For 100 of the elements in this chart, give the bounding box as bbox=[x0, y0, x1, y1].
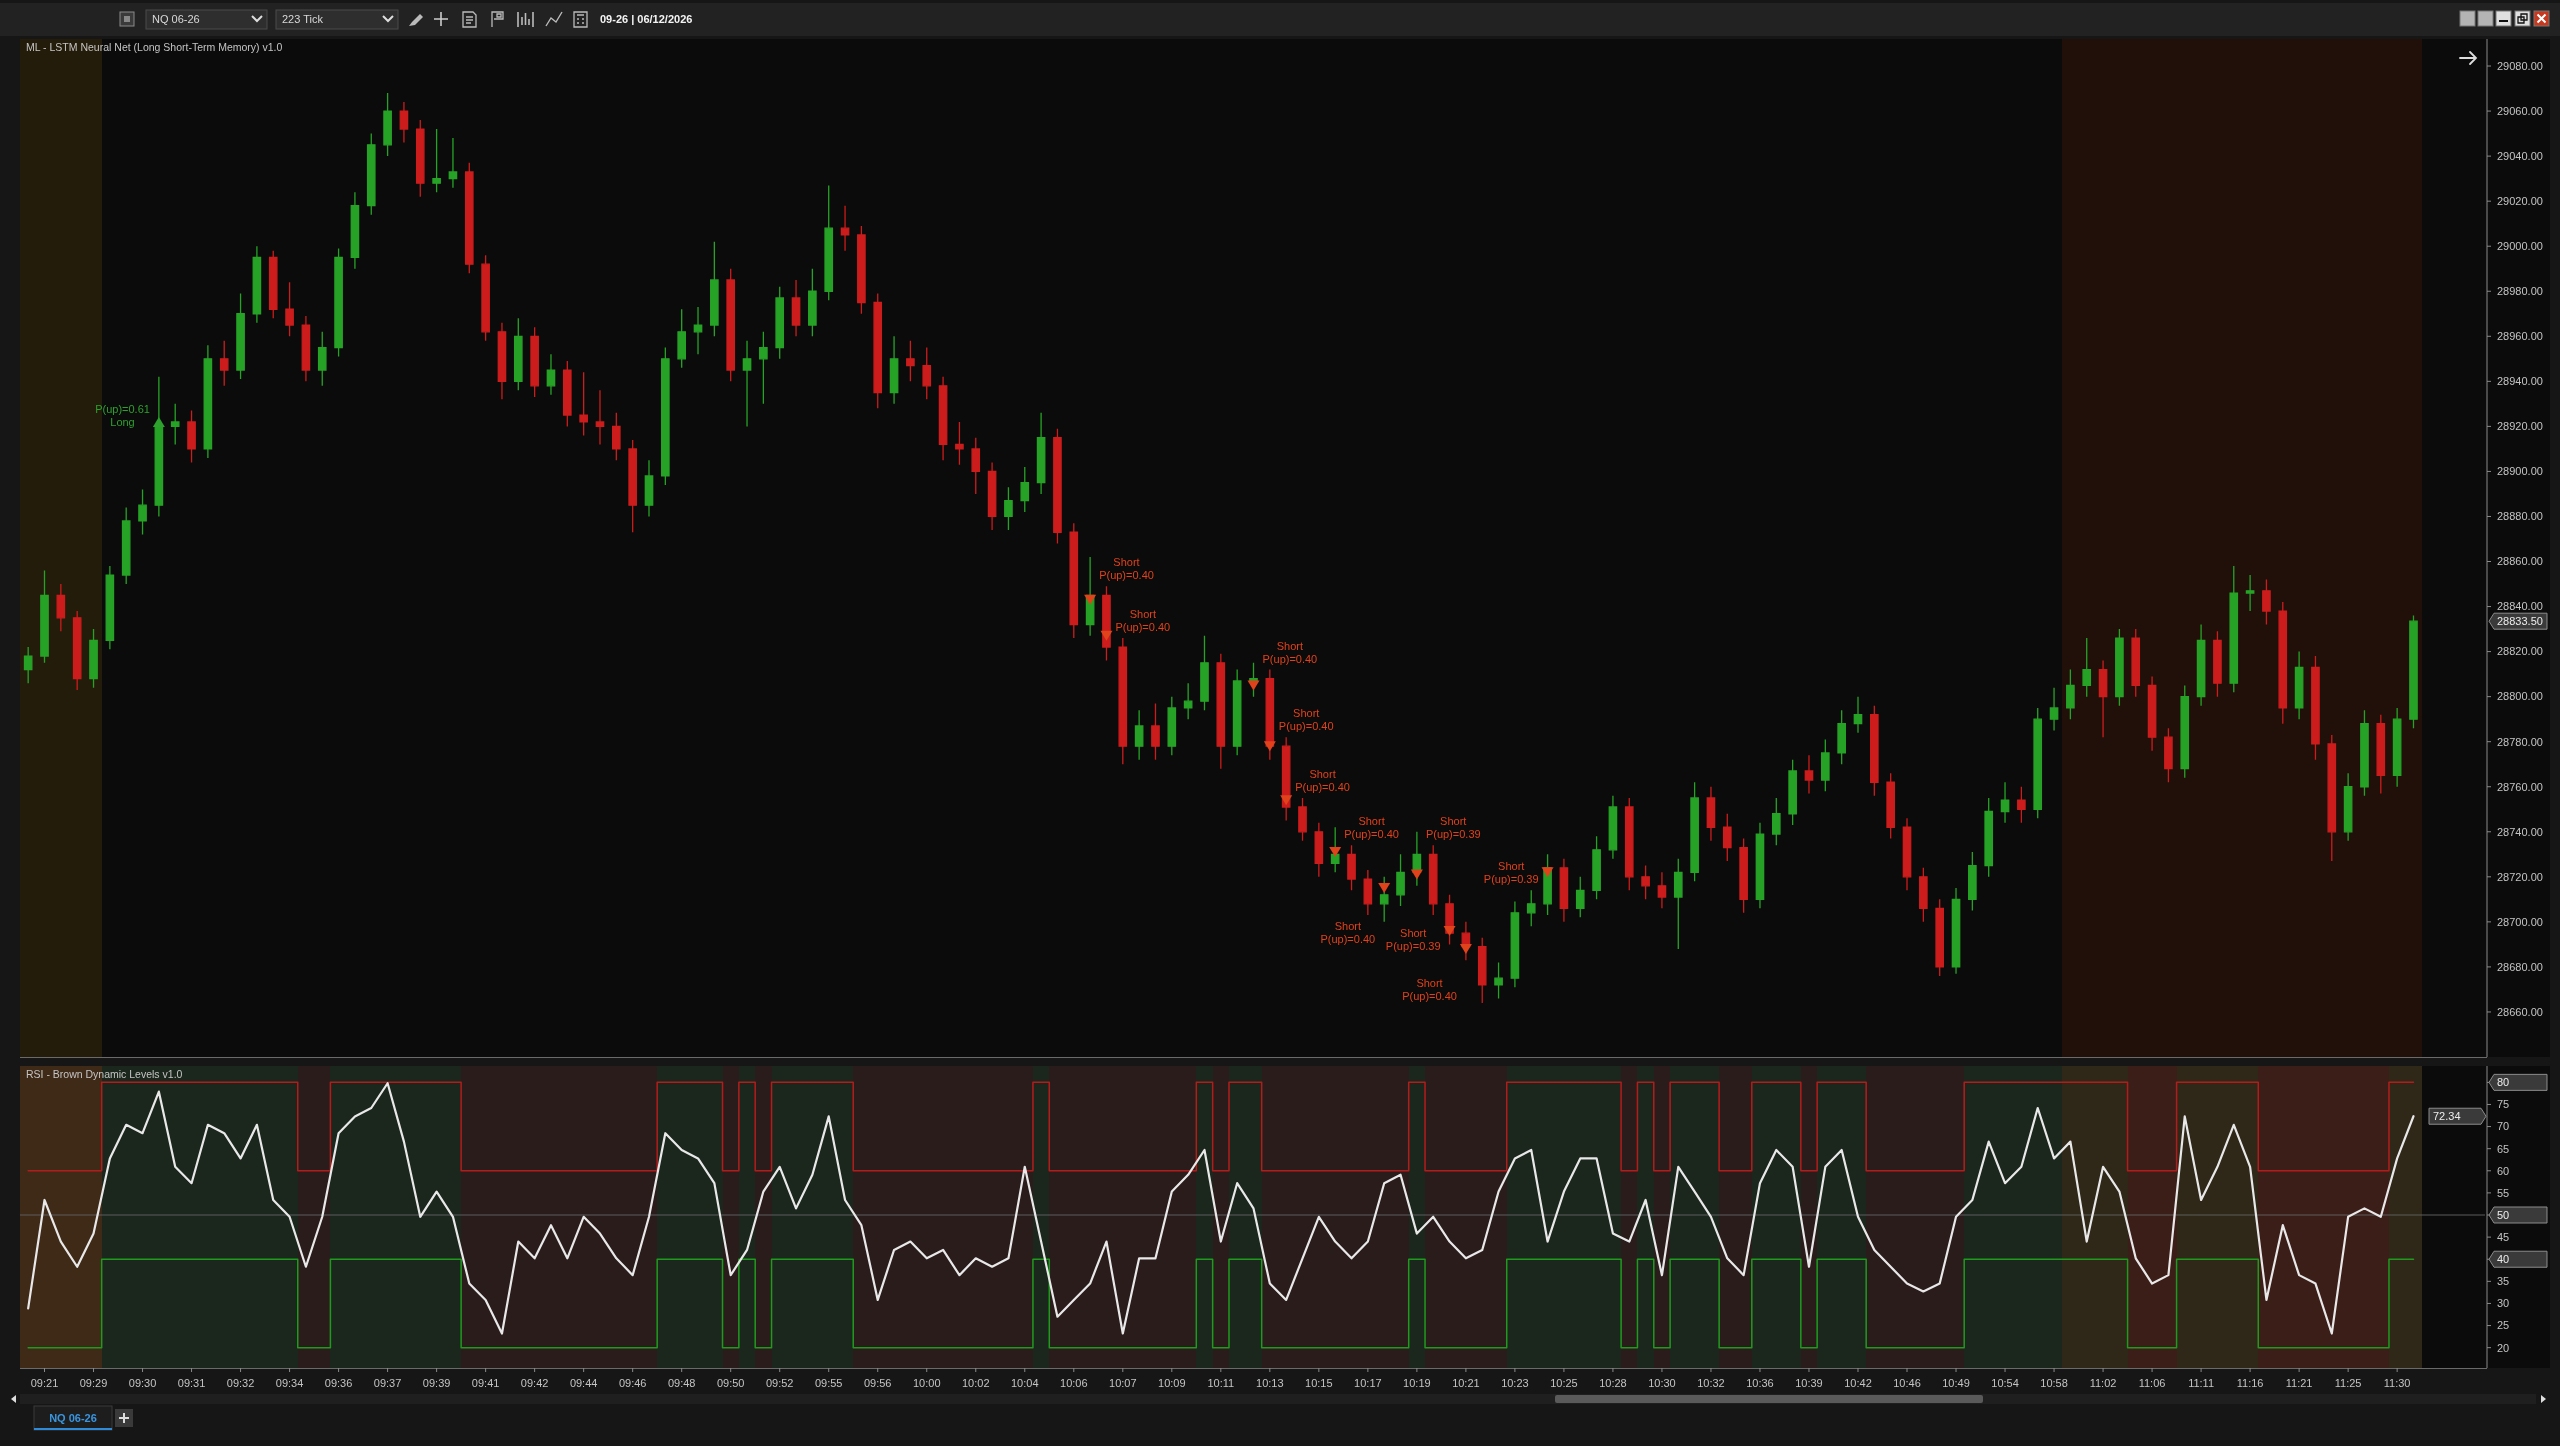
x-tick-label: 10:23 bbox=[1501, 1376, 1529, 1389]
candlestick bbox=[2229, 565, 2239, 693]
y-tick-label: 29060.00 bbox=[2497, 104, 2543, 117]
y-tick-label: 65 bbox=[2497, 1142, 2510, 1155]
x-tick-label: 09:42 bbox=[520, 1376, 549, 1389]
x-tick-label: 09:32 bbox=[226, 1376, 255, 1389]
y-tick-label: 28820.00 bbox=[2497, 645, 2543, 658]
y-tick-label: 29020.00 bbox=[2497, 195, 2543, 208]
candlestick bbox=[513, 317, 523, 391]
candlestick bbox=[759, 331, 768, 405]
candlestick bbox=[236, 292, 245, 380]
annotation: Short P(up)=0.40 bbox=[1295, 768, 1350, 793]
candlestick bbox=[775, 286, 785, 360]
candlestick bbox=[808, 268, 817, 337]
point bbox=[1459, 943, 1472, 954]
y-tick-label: 55 bbox=[2497, 1186, 2510, 1199]
candlestick bbox=[2066, 668, 2075, 720]
candlestick bbox=[1363, 869, 1373, 916]
candlestick bbox=[530, 326, 539, 398]
candlestick bbox=[301, 315, 311, 382]
candlestick bbox=[23, 646, 33, 684]
candlestick bbox=[285, 281, 294, 337]
candlestick bbox=[268, 250, 278, 319]
candlestick bbox=[938, 376, 948, 461]
candlestick bbox=[2164, 727, 2173, 783]
annotation: P(up)=0.61 Long bbox=[95, 403, 150, 429]
y-tick-label: 25 bbox=[2497, 1319, 2510, 1332]
candlestick bbox=[366, 132, 376, 216]
candlestick bbox=[1151, 702, 1160, 761]
x-tick-label: 09:46 bbox=[618, 1376, 647, 1389]
y-tick-label: 28760.00 bbox=[2497, 780, 2543, 793]
candlestick bbox=[121, 506, 131, 585]
x-tick-label: 10:32 bbox=[1697, 1376, 1725, 1389]
candlestick bbox=[1494, 961, 1503, 1000]
x-tick-label: 10:17 bbox=[1354, 1376, 1382, 1389]
candlestick bbox=[1200, 635, 1209, 711]
candlestick bbox=[1755, 822, 1765, 909]
candlestick bbox=[1968, 851, 1977, 912]
text: NQ 06-26 bbox=[152, 13, 200, 26]
y-tick-label: 60 bbox=[2497, 1164, 2510, 1177]
y-tick-label: 70 bbox=[2497, 1120, 2510, 1133]
y-tick-label: 28860.00 bbox=[2497, 555, 2543, 568]
x-tick-label: 09:21 bbox=[30, 1376, 59, 1389]
candlestick bbox=[693, 306, 703, 355]
candlestick bbox=[1298, 797, 1307, 842]
candlestick bbox=[432, 128, 441, 193]
x-tick-label: 09:50 bbox=[716, 1376, 745, 1389]
candlestick bbox=[1853, 696, 1863, 734]
x-tick-label: 10:58 bbox=[2040, 1376, 2068, 1389]
candlestick bbox=[710, 241, 719, 337]
candlestick bbox=[1559, 858, 1569, 923]
candlestick bbox=[1690, 781, 1699, 882]
x-tick-label: 09:48 bbox=[667, 1376, 696, 1389]
candlestick bbox=[219, 340, 229, 387]
candlestick bbox=[1739, 837, 1748, 914]
candlestick bbox=[334, 247, 343, 358]
candlestick bbox=[2196, 623, 2206, 707]
y-tick-label: 28720.00 bbox=[2497, 870, 2543, 883]
candlestick bbox=[2278, 601, 2288, 725]
text: NQ 06-26 bbox=[49, 1412, 97, 1425]
candlestick bbox=[1330, 826, 1340, 873]
y-tick-label: 28800.00 bbox=[2497, 690, 2543, 703]
point bbox=[1084, 594, 1097, 605]
candlestick bbox=[2360, 709, 2369, 797]
x-tick-label: 09:55 bbox=[814, 1376, 843, 1389]
point bbox=[1247, 680, 1260, 691]
annotation: Short P(up)=0.39 bbox=[1483, 860, 1539, 886]
x-tick-label: 11:16 bbox=[2236, 1376, 2264, 1389]
x-tick-label: 10:09 bbox=[1158, 1376, 1186, 1389]
candlestick bbox=[1379, 876, 1389, 923]
candlestick bbox=[824, 184, 834, 301]
chart-title: RSI - Brown Dynamic Levels v1.0 bbox=[26, 1068, 183, 1080]
candlestick bbox=[2098, 659, 2108, 738]
candlestick bbox=[2017, 786, 2026, 824]
candlestick bbox=[1134, 709, 1144, 761]
point bbox=[1410, 869, 1423, 880]
candlestick bbox=[89, 628, 98, 689]
y-tick-label: 28740.00 bbox=[2497, 825, 2543, 838]
candlestick bbox=[2311, 655, 2320, 761]
x-tick-label: 11:11 bbox=[2188, 1376, 2215, 1389]
candlestick bbox=[2213, 630, 2222, 698]
candlestick bbox=[2082, 637, 2092, 698]
candlestick bbox=[1641, 864, 1650, 900]
candlestick bbox=[2245, 574, 2255, 612]
y-tick-label: 75 bbox=[2497, 1098, 2510, 1111]
y-tick-label: 28980.00 bbox=[2497, 285, 2543, 298]
candlestick bbox=[138, 488, 147, 536]
candlestick bbox=[383, 92, 392, 157]
candlestick bbox=[252, 245, 262, 324]
candlestick bbox=[2392, 707, 2402, 788]
candlestick bbox=[2343, 772, 2353, 842]
annotation: Short P(up)=0.40 bbox=[1344, 815, 1399, 841]
candlestick bbox=[1183, 682, 1193, 720]
candlestick bbox=[350, 191, 360, 270]
x-tick-label: 11:30 bbox=[2383, 1376, 2411, 1389]
x-tick-label: 09:41 bbox=[471, 1376, 500, 1389]
y-tick-label: 40 bbox=[2497, 1253, 2510, 1266]
candlestick bbox=[1053, 427, 1062, 545]
candlestick bbox=[1771, 797, 1781, 846]
candlestick bbox=[2000, 781, 2010, 824]
